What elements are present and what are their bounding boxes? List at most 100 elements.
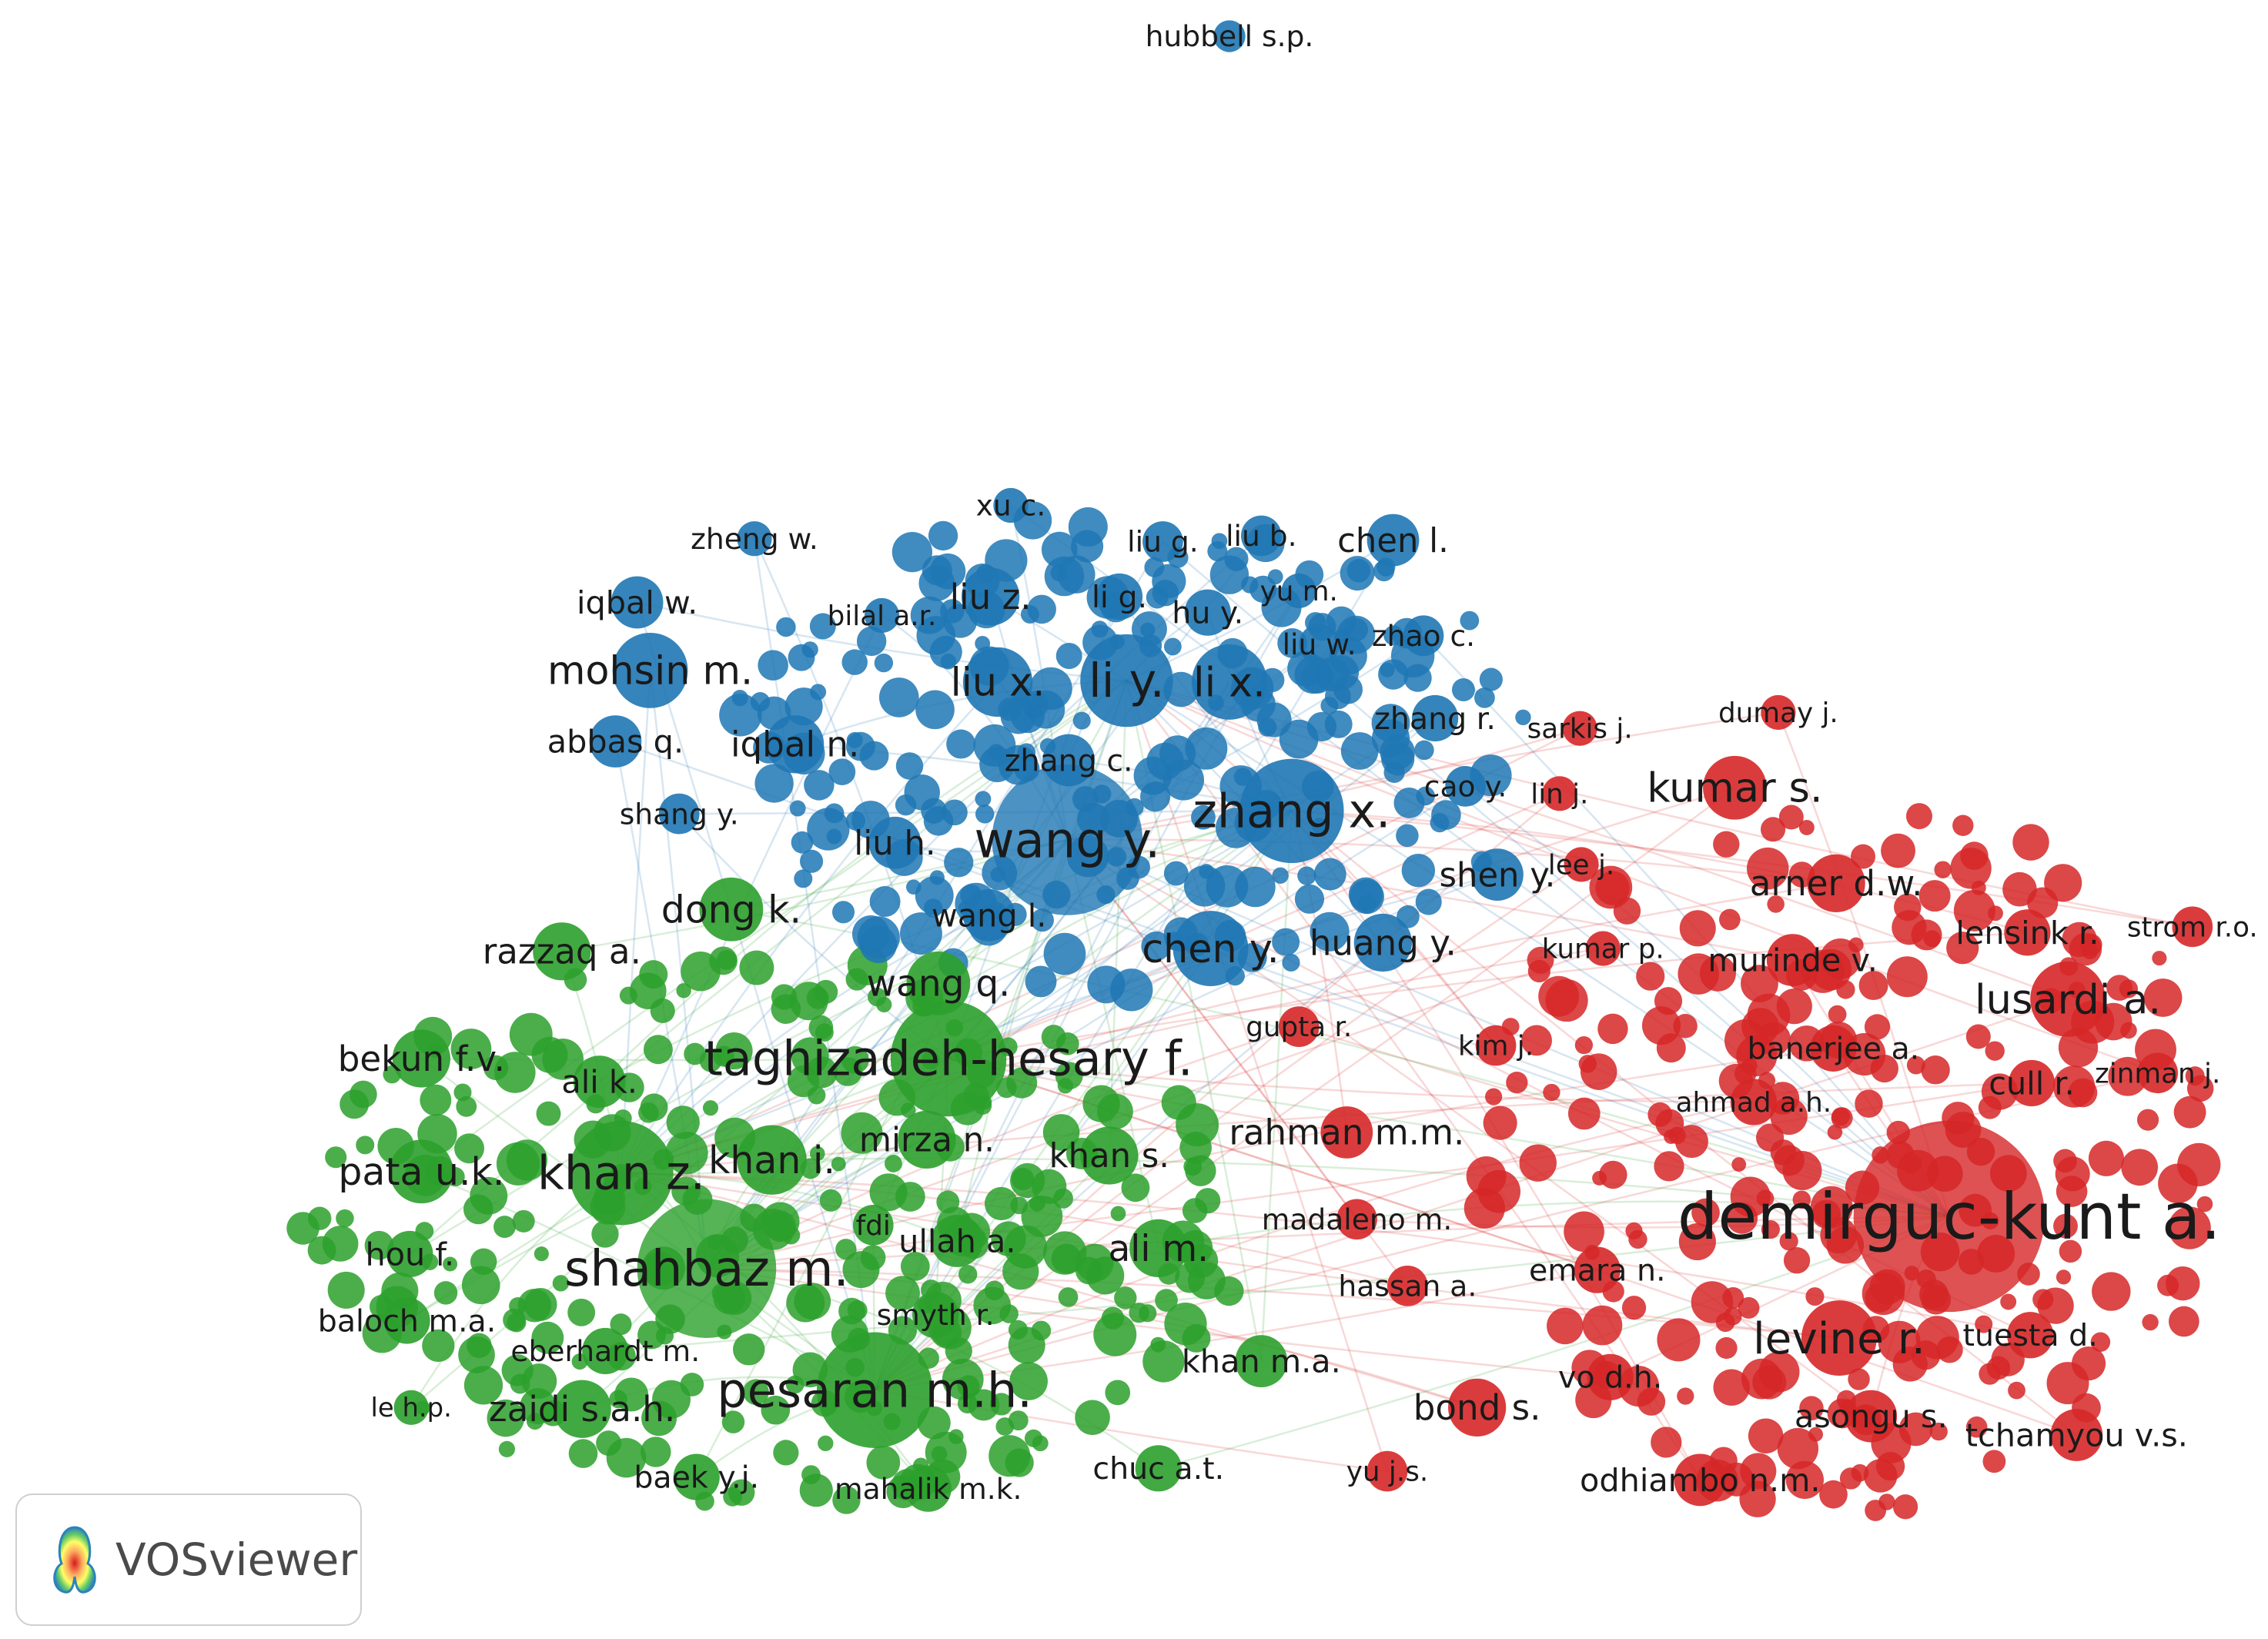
blue-cluster-node[interactable] xyxy=(915,690,955,730)
red-cluster-node[interactable] xyxy=(1654,1151,1684,1182)
green-cluster-node[interactable] xyxy=(1052,1188,1073,1209)
green-cluster-node[interactable] xyxy=(422,1329,455,1363)
red-cluster-node[interactable] xyxy=(1739,1480,1776,1517)
blue-cluster-node[interactable] xyxy=(999,744,1039,785)
node-lin-j[interactable] xyxy=(1542,776,1577,811)
green-cluster-node[interactable] xyxy=(973,1286,1012,1325)
green-cluster-node[interactable] xyxy=(968,1389,1000,1421)
green-cluster-node[interactable] xyxy=(568,1439,598,1468)
node-bekun-f-v[interactable] xyxy=(392,1029,450,1088)
red-cluster-node[interactable] xyxy=(1848,937,1864,953)
green-cluster-node[interactable] xyxy=(815,1023,834,1042)
green-cluster-node[interactable] xyxy=(336,1209,354,1228)
green-cluster-node[interactable] xyxy=(819,1189,842,1212)
red-cluster-node[interactable] xyxy=(1779,1232,1798,1251)
node-shen-y[interactable] xyxy=(1471,848,1524,901)
green-cluster-node[interactable] xyxy=(988,1435,1031,1477)
node-zhao-c[interactable] xyxy=(1403,615,1444,657)
red-cluster-node[interactable] xyxy=(2008,1381,2025,1400)
node-zinman-j[interactable] xyxy=(2137,1052,2179,1094)
node-tuesta-d[interactable] xyxy=(2007,1312,2054,1359)
red-cluster-node[interactable] xyxy=(1946,932,1979,965)
node-smyth-r[interactable] xyxy=(912,1291,959,1339)
green-cluster-node[interactable] xyxy=(652,1380,691,1419)
blue-cluster-node[interactable] xyxy=(906,879,922,895)
green-cluster-node[interactable] xyxy=(781,1226,801,1245)
red-cluster-node[interactable] xyxy=(1677,1387,1694,1405)
green-cluster-node[interactable] xyxy=(1008,1410,1029,1431)
green-cluster-node[interactable] xyxy=(1121,1173,1150,1202)
blue-cluster-node[interactable] xyxy=(846,731,863,748)
red-cluster-node[interactable] xyxy=(1898,1412,1933,1447)
green-cluster-node[interactable] xyxy=(1114,1286,1137,1310)
green-cluster-node[interactable] xyxy=(567,1298,596,1326)
red-cluster-node[interactable] xyxy=(1921,1055,1950,1085)
red-cluster-node[interactable] xyxy=(1783,1247,1811,1274)
node-emara-n[interactable] xyxy=(1574,1246,1621,1293)
red-cluster-node[interactable] xyxy=(1886,956,1928,998)
node-mahalik-m-k[interactable] xyxy=(905,1465,952,1512)
green-cluster-node[interactable] xyxy=(900,1252,930,1281)
node-ahmad-a-h[interactable] xyxy=(1730,1079,1777,1126)
green-cluster-node[interactable] xyxy=(509,1012,553,1056)
red-cluster-node[interactable] xyxy=(1599,1160,1627,1189)
green-cluster-node[interactable] xyxy=(808,1086,826,1105)
red-cluster-node[interactable] xyxy=(1911,1340,1941,1370)
green-cluster-node[interactable] xyxy=(542,1039,584,1080)
blue-cluster-node[interactable] xyxy=(944,848,974,878)
blue-cluster-node[interactable] xyxy=(1152,580,1179,607)
node-eberhardt-m[interactable] xyxy=(582,1327,629,1375)
node-pesaran-m-h[interactable] xyxy=(816,1332,933,1448)
node-zhang-c[interactable] xyxy=(1042,734,1096,787)
red-cluster-node[interactable] xyxy=(2058,1028,2099,1068)
green-cluster-node[interactable] xyxy=(799,1473,833,1507)
blue-cluster-node[interactable] xyxy=(826,828,842,845)
red-cluster-node[interactable] xyxy=(1691,1198,1720,1227)
green-cluster-node[interactable] xyxy=(1195,1188,1221,1214)
green-cluster-node[interactable] xyxy=(420,1084,452,1116)
red-cluster-node[interactable] xyxy=(1792,1190,1811,1209)
blue-cluster-node[interactable] xyxy=(841,649,868,675)
red-cluster-node[interactable] xyxy=(2168,1206,2211,1249)
node-ullah-a[interactable] xyxy=(931,1215,984,1267)
green-cluster-node[interactable] xyxy=(1075,1400,1110,1436)
red-cluster-node[interactable] xyxy=(1950,848,1992,889)
blue-cluster-node[interactable] xyxy=(1185,727,1228,770)
node-dumay-j[interactable] xyxy=(1761,694,1796,731)
node-banerjee-a[interactable] xyxy=(1810,1025,1857,1072)
red-cluster-node[interactable] xyxy=(1651,1427,1682,1458)
green-cluster-node[interactable] xyxy=(1042,1114,1080,1151)
red-cluster-node[interactable] xyxy=(1892,1494,1918,1520)
green-cluster-node[interactable] xyxy=(1150,1336,1166,1353)
red-cluster-node[interactable] xyxy=(1654,987,1683,1015)
red-cluster-node[interactable] xyxy=(2108,1056,2148,1096)
green-cluster-node[interactable] xyxy=(721,1410,745,1433)
node-pata-u-k[interactable] xyxy=(389,1139,453,1204)
blue-cluster-node[interactable] xyxy=(923,898,943,918)
node-rahman-m-m[interactable] xyxy=(1320,1106,1373,1159)
node-zheng-w[interactable] xyxy=(737,521,772,557)
blue-cluster-node[interactable] xyxy=(804,770,835,801)
blue-cluster-node[interactable] xyxy=(857,916,900,959)
blue-cluster-node[interactable] xyxy=(750,691,771,712)
red-cluster-node[interactable] xyxy=(2196,1196,2213,1213)
red-cluster-node[interactable] xyxy=(2120,1022,2137,1039)
green-cluster-node[interactable] xyxy=(327,1271,365,1309)
node-chen-y[interactable] xyxy=(1172,911,1249,986)
red-cluster-node[interactable] xyxy=(1738,1296,1760,1319)
green-cluster-node[interactable] xyxy=(534,1246,549,1262)
blue-cluster-node[interactable] xyxy=(1479,667,1503,691)
node-lensink-r[interactable] xyxy=(2004,909,2051,956)
blue-cluster-node[interactable] xyxy=(1110,968,1153,1012)
node-levine-r[interactable] xyxy=(1801,1300,1877,1376)
blue-cluster-node[interactable] xyxy=(878,677,919,717)
node-madaleno-m[interactable] xyxy=(1336,1199,1377,1240)
red-cluster-node[interactable] xyxy=(1870,1054,1898,1083)
green-cluster-node[interactable] xyxy=(936,1190,960,1214)
red-cluster-node[interactable] xyxy=(1483,1105,1517,1140)
green-cluster-node[interactable] xyxy=(838,1297,865,1325)
blue-cluster-node[interactable] xyxy=(1310,911,1350,952)
node-li-x[interactable] xyxy=(1192,644,1267,720)
green-cluster-node[interactable] xyxy=(761,1395,791,1425)
green-cluster-node[interactable] xyxy=(1009,1362,1048,1400)
